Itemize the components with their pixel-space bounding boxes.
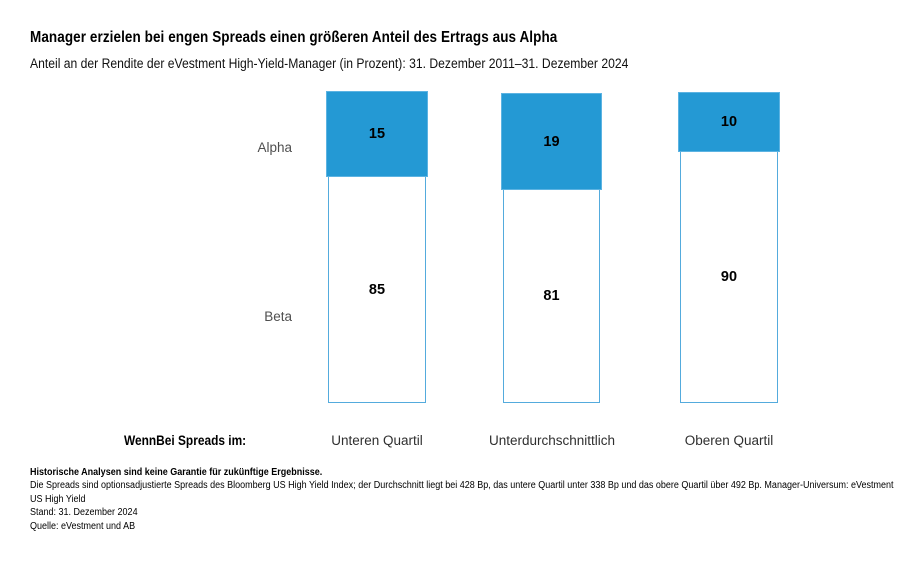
footnote-methodology-line2: US High Yield <box>30 493 86 505</box>
bar-group-oberen-quartil: 10 90 <box>678 92 780 403</box>
beta-segment: 81 <box>503 190 600 403</box>
alpha-segment: 15 <box>326 91 428 177</box>
category-label-unteren-quartil: Unteren Quartil <box>331 433 423 448</box>
footnotes-block: Historische Analysen sind keine Garantie… <box>30 466 910 533</box>
footnote-methodology-line1: Die Spreads sind optionsadjustierte Spre… <box>30 480 894 492</box>
bar-group-unterdurchschnittlich: 19 81 <box>501 93 602 403</box>
beta-segment: 85 <box>328 177 426 403</box>
alpha-segment: 10 <box>678 92 780 152</box>
beta-value: 90 <box>720 269 738 285</box>
series-label-alpha: Alpha <box>257 140 292 155</box>
footnote-source: Quelle: eVestment und AB <box>30 520 136 532</box>
beta-value: 85 <box>368 281 386 298</box>
chart-title: Manager erzielen bei engen Spreads einen… <box>30 29 558 46</box>
footnote-disclaimer: Historische Analysen sind keine Garantie… <box>30 467 323 478</box>
alpha-value: 15 <box>368 126 386 142</box>
alpha-value: 19 <box>543 133 560 150</box>
alpha-value: 10 <box>720 114 738 130</box>
x-axis-row-label: WennBei Spreads im: <box>124 432 247 448</box>
chart-subtitle: Anteil an der Rendite der eVestment High… <box>30 56 629 71</box>
footnote-date: Stand: 31. Dezember 2024 <box>30 507 138 519</box>
category-label-unterdurchschnittlich: Unterdurchschnittlich <box>488 433 616 448</box>
alpha-segment: 19 <box>501 93 602 190</box>
category-label-oberen-quartil: Oberen Quartil <box>684 433 774 448</box>
series-label-beta: Beta <box>264 309 292 324</box>
beta-value: 81 <box>543 288 560 304</box>
bar-group-unteren-quartil: 15 85 <box>326 91 428 403</box>
beta-segment: 90 <box>680 152 778 403</box>
